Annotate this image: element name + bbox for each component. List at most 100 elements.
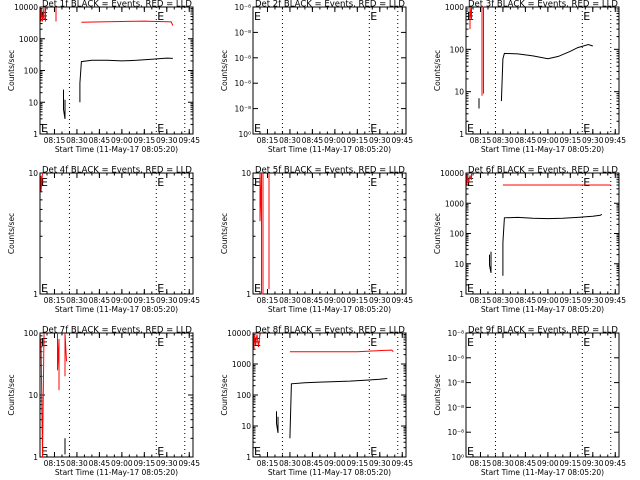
chart-title: Det 3f BLACK = Events, RED = LLD: [468, 0, 618, 10]
y-axis-label: Counts/sec: [7, 374, 16, 415]
y-tick-label: 10⁻⁸: [234, 54, 251, 63]
x-tick-label: 09:30: [156, 136, 178, 145]
x-tick-label: 08:15: [257, 296, 279, 305]
chart-panel-2: Det 2f BLACK = Events, RED = LLD 10⁰ 10⁻⁸ 1…: [220, 0, 413, 154]
x-tick-label: 08:30: [279, 296, 301, 305]
x-tick-label: 09:00: [537, 136, 559, 145]
events-series-line: [63, 89, 66, 119]
x-tick-label: 09:30: [156, 296, 178, 305]
x-tick-label: 08:15: [470, 459, 492, 468]
x-tick-label: 09:15: [560, 136, 582, 145]
x-axis-label: Start Time (11-May-17 08:05:20): [481, 305, 604, 314]
x-tick-label: 08:15: [44, 136, 66, 145]
event-marker-label: E: [583, 122, 590, 135]
x-axis-label: Start Time (11-May-17 08:05:20): [55, 468, 178, 477]
events-series-line: [289, 378, 388, 439]
event-marker-label: E: [157, 176, 164, 189]
x-axis-label: Start Time (11-May-17 08:05:20): [268, 305, 391, 314]
x-tick-label: 09:45: [391, 459, 413, 468]
chart-panel-6: Det 6f BLACK = Events, RED = LLD 1 10 100 10…: [433, 166, 626, 315]
y-axis-label: Counts/sec: [433, 374, 442, 415]
plot-frame: [39, 332, 194, 458]
event-marker-label: E: [370, 336, 377, 349]
x-tick-label: 09:45: [178, 136, 200, 145]
x-tick-label: 09:15: [134, 136, 156, 145]
y-tick-label: 1: [33, 130, 38, 139]
x-tick-label: 09:00: [537, 459, 559, 468]
y-tick-label: 1: [459, 290, 464, 299]
chart-panel-3: Det 3f BLACK = Events, RED = LLD 1 10 100 10…: [433, 0, 626, 154]
x-tick-label: 09:15: [134, 296, 156, 305]
x-tick-label: 08:45: [89, 136, 111, 145]
events-series-line: [502, 213, 603, 276]
x-tick-label: 09:15: [347, 459, 369, 468]
plot-frame: [252, 172, 407, 295]
y-tick-label: 1000: [19, 35, 38, 44]
chart-panel-8: Det 8f BLACK = Events, RED = LLD 1 10 100 10…: [220, 326, 413, 478]
chart-panel-5: Det 5f BLACK = Events, RED = LLD 1 10 08:15…: [220, 166, 413, 315]
x-axis-label: Start Time (11-May-17 08:05:20): [268, 145, 391, 154]
x-tick-label: 09:15: [560, 296, 582, 305]
event-marker-label: E: [583, 282, 590, 295]
x-tick-label: 09:00: [537, 296, 559, 305]
x-tick-label: 08:15: [257, 459, 279, 468]
events-series-line: [276, 411, 279, 433]
y-axis-label: Counts/sec: [7, 50, 16, 91]
lld-series-line: [466, 173, 472, 185]
event-marker-label: E: [370, 122, 377, 135]
x-tick-label: 09:00: [111, 459, 133, 468]
x-tick-label: 08:15: [44, 459, 66, 468]
event-marker-label: E: [254, 10, 261, 23]
lld-series-line: [259, 172, 264, 295]
chart-title: Det 4f BLACK = Events, RED = LLD: [42, 166, 192, 176]
y-tick-label: 1000: [232, 360, 251, 369]
event-marker-label: E: [583, 176, 590, 189]
x-tick-label: 09:30: [582, 459, 604, 468]
x-tick-label: 08:30: [66, 459, 88, 468]
events-series-line: [489, 251, 492, 273]
chart-panel-7: Det 7f BLACK = Events, RED = LLD 1 10 100 08…: [7, 326, 200, 478]
chart-panel-9: Det 9f BLACK = Events, RED = LLD 10⁰ 10⁻⁸ 1…: [433, 326, 626, 478]
y-tick-label: 1000: [445, 199, 464, 208]
y-tick-label: 100: [237, 391, 252, 400]
event-marker-label: E: [467, 176, 474, 189]
plot-frame: [39, 172, 194, 295]
x-tick-label: 08:30: [66, 296, 88, 305]
y-tick-label: 10000: [14, 3, 38, 12]
event-marker-label: E: [467, 122, 474, 135]
y-tick-label: 10⁰: [451, 453, 464, 462]
x-axis-label: Start Time (11-May-17 08:05:20): [268, 468, 391, 477]
event-marker-label: E: [157, 282, 164, 295]
y-tick-label: 1: [246, 453, 251, 462]
y-axis-label: Counts/sec: [220, 374, 229, 415]
chart-title: Det 8f BLACK = Events, RED = LLD: [255, 326, 405, 336]
y-tick-label: 10⁻⁸: [447, 354, 464, 363]
event-marker-label: E: [467, 445, 474, 458]
x-tick-label: 09:30: [369, 136, 391, 145]
event-marker-label: E: [41, 176, 48, 189]
lld-series-line: [57, 333, 60, 391]
x-tick-label: 08:30: [492, 136, 514, 145]
lld-series-line: [40, 172, 43, 192]
y-tick-label: 10: [454, 260, 464, 269]
chart-title: Det 1f BLACK = Events, RED = LLD: [42, 0, 192, 10]
x-tick-label: 08:15: [470, 136, 492, 145]
event-marker-label: E: [370, 282, 377, 295]
x-tick-label: 08:15: [257, 136, 279, 145]
x-tick-label: 09:00: [111, 136, 133, 145]
event-marker-label: E: [254, 122, 261, 135]
y-tick-label: 1: [246, 290, 251, 299]
events-series-line: [79, 57, 173, 103]
y-tick-label: 10: [28, 98, 38, 107]
lld-series-line: [64, 332, 67, 377]
x-tick-label: 09:45: [604, 459, 626, 468]
x-tick-label: 08:30: [66, 136, 88, 145]
plot-frame: [465, 172, 620, 295]
event-marker-label: E: [157, 10, 164, 23]
y-tick-label: 100: [450, 230, 465, 239]
event-marker-label: E: [254, 282, 261, 295]
x-tick-label: 08:45: [515, 459, 537, 468]
y-tick-label: 1000: [445, 3, 464, 12]
plot-frame: [252, 6, 407, 135]
plot-frame: [465, 6, 620, 135]
